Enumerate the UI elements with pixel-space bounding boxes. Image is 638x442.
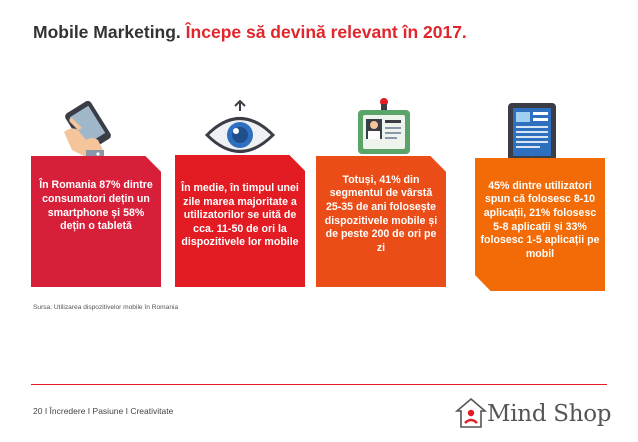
tablet-icon (508, 103, 556, 163)
mind-shop-logo-icon (455, 397, 487, 428)
stat-card-apps: 45% dintre utilizatori spun că folosesc … (475, 158, 605, 291)
source-note: Sursa: Utilizarea dispozitivelor mobile … (33, 304, 179, 311)
stat-card-text: În medie, în timpul unei zile marea majo… (181, 182, 299, 249)
title-part-1: Mobile Marketing. (33, 22, 181, 42)
footer-text: 20 I Încredere I Pasiune I Creativitate (33, 406, 174, 416)
logo-wordmark: Mind Shop (487, 401, 612, 427)
stat-card-age-segment: Totuși, 41% din segmentul de vârstă 25-3… (316, 156, 446, 287)
hand-phone-icon (64, 100, 111, 160)
page-title: Mobile Marketing. Începe să devină relev… (33, 22, 467, 43)
footer-divider (31, 384, 607, 385)
stat-card-text: În Romania 87% dintre consumatori dețin … (39, 179, 153, 233)
stat-card-text: 45% dintre utilizatori spun că folosesc … (480, 179, 600, 260)
stat-card-text: Totuși, 41% din segmentul de vârstă 25-3… (324, 173, 438, 254)
id-badge-icon (358, 98, 410, 154)
stat-card-daily-checks: În medie, în timpul unei zile marea majo… (175, 155, 305, 287)
stat-card-smartphone: În Romania 87% dintre consumatori dețin … (31, 156, 161, 287)
title-part-2: Începe să devină relevant în 2017. (185, 22, 467, 42)
